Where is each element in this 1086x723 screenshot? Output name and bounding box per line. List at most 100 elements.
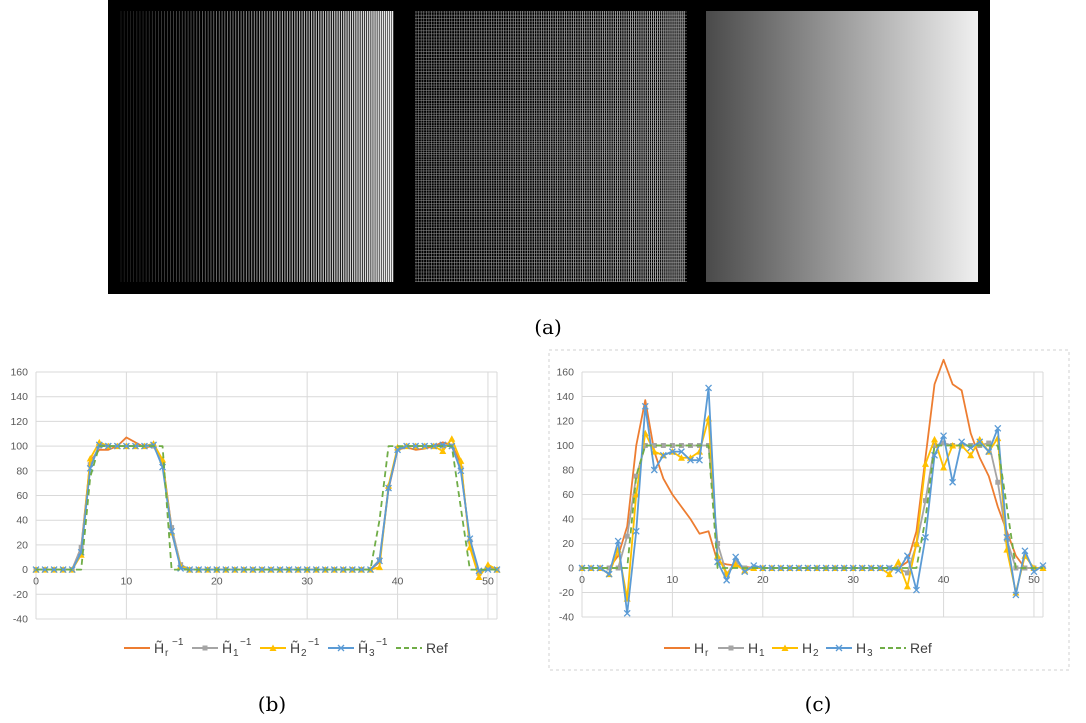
- y-tick-label: 40: [562, 514, 574, 526]
- data-point-marker: [624, 533, 630, 539]
- data-point-marker: [476, 570, 482, 576]
- data-point-marker: [122, 442, 130, 450]
- data-point-marker: [949, 478, 957, 486]
- data-point-marker: [249, 566, 257, 574]
- data-point-marker: [669, 443, 675, 448]
- y-tick-label: 20: [16, 539, 28, 551]
- data-point-marker: [267, 566, 275, 574]
- y-tick-label: 120: [10, 416, 28, 428]
- legend-label-superscript: −1: [376, 637, 388, 648]
- data-point-marker: [732, 553, 740, 561]
- legend-label-superscript: −1: [308, 637, 320, 648]
- data-point-marker: [940, 432, 948, 440]
- caption-a: (a): [534, 315, 562, 339]
- data-point-marker: [623, 609, 631, 617]
- data-point-marker: [728, 645, 734, 651]
- data-point-marker: [475, 573, 483, 581]
- data-point-marker: [587, 564, 595, 572]
- data-point-marker: [1003, 533, 1011, 541]
- legend-label: H: [856, 640, 866, 656]
- data-point-marker: [642, 443, 648, 448]
- series-hr-line: [36, 436, 498, 576]
- x-tick-label: 50: [482, 576, 494, 588]
- series-polyline: [36, 445, 497, 571]
- y-tick-label: 60: [562, 489, 574, 501]
- data-point-marker: [659, 451, 667, 459]
- data-point-marker: [795, 564, 803, 572]
- x-tick-label: 0: [33, 576, 39, 588]
- data-point-marker: [677, 454, 685, 461]
- y-tick-label: 40: [16, 515, 28, 527]
- series-polyline: [582, 444, 1043, 569]
- series-polyline: [582, 387, 1044, 615]
- data-point-marker: [596, 564, 604, 572]
- data-point-marker: [606, 565, 612, 571]
- y-tick-label: 20: [562, 538, 574, 550]
- data-point-marker: [269, 644, 277, 651]
- series-polyline: [36, 437, 498, 578]
- y-tick-label: 80: [562, 465, 574, 477]
- x-tick-label: 30: [301, 576, 313, 588]
- legend-label: H̃: [222, 640, 232, 656]
- data-point-marker: [732, 560, 740, 568]
- data-point-marker: [786, 564, 794, 572]
- legend-label-subscript: 3: [369, 648, 375, 659]
- series-h1-line: [579, 440, 1046, 577]
- x-tick-label: 30: [847, 574, 859, 586]
- legend-label: H: [802, 640, 812, 656]
- caption-c: (c): [805, 692, 832, 716]
- chart-c-frame: [548, 349, 1070, 671]
- x-tick-label: 0: [579, 574, 585, 586]
- series-hr-line: [582, 358, 1043, 569]
- legend-item: Ref: [880, 640, 932, 656]
- data-point-marker: [348, 566, 356, 574]
- data-point-marker: [337, 644, 345, 652]
- data-point-marker: [985, 448, 993, 456]
- legend-label: H: [748, 640, 758, 656]
- data-point-marker: [1012, 591, 1020, 599]
- legend-label: Ref: [426, 640, 448, 656]
- data-point-marker: [777, 564, 785, 572]
- x-tick-label: 10: [667, 574, 679, 586]
- y-tick-label: 0: [22, 564, 28, 576]
- legend-label-superscript: −1: [240, 637, 252, 648]
- data-point-marker: [741, 568, 749, 576]
- data-point-marker: [41, 566, 49, 574]
- data-point-marker: [912, 540, 920, 547]
- data-point-marker: [457, 457, 465, 464]
- data-point-marker: [932, 443, 938, 448]
- data-point-marker: [375, 563, 383, 571]
- data-point-marker: [650, 466, 658, 474]
- legend-label-subscript: 1: [759, 648, 765, 659]
- legend-item: Ref: [396, 640, 448, 656]
- data-point-marker: [941, 440, 947, 446]
- data-point-marker: [921, 460, 929, 467]
- legend-item: H̃ 1−1: [192, 637, 252, 659]
- y-tick-label: 140: [10, 391, 28, 403]
- series-polyline: [582, 358, 1043, 569]
- y-tick-label: -20: [13, 589, 28, 601]
- y-tick-label: 100: [10, 441, 28, 453]
- data-point-marker: [457, 467, 465, 475]
- y-tick-label: 0: [568, 563, 574, 575]
- data-point-marker: [59, 566, 67, 574]
- data-point-marker: [615, 565, 621, 571]
- legend-label: H̃: [290, 640, 300, 656]
- data-point-marker: [131, 442, 139, 450]
- image-gradient: [706, 11, 978, 282]
- data-point-marker: [696, 456, 703, 464]
- chart-b: -40 -20 0 20 40 60 80 100 120 140 160 0 10 20 30 40 50: [10, 367, 501, 626]
- data-point-marker: [922, 533, 929, 541]
- data-point-marker: [931, 451, 938, 459]
- legend-label-subscript: r: [165, 648, 169, 659]
- data-point-marker: [958, 438, 966, 446]
- data-point-marker: [912, 586, 920, 594]
- data-point-marker: [723, 576, 731, 584]
- y-tick-label: 120: [556, 416, 574, 428]
- legend-label-subscript: 3: [867, 648, 873, 659]
- y-tick-label: -40: [559, 612, 574, 624]
- data-point-marker: [1021, 547, 1029, 555]
